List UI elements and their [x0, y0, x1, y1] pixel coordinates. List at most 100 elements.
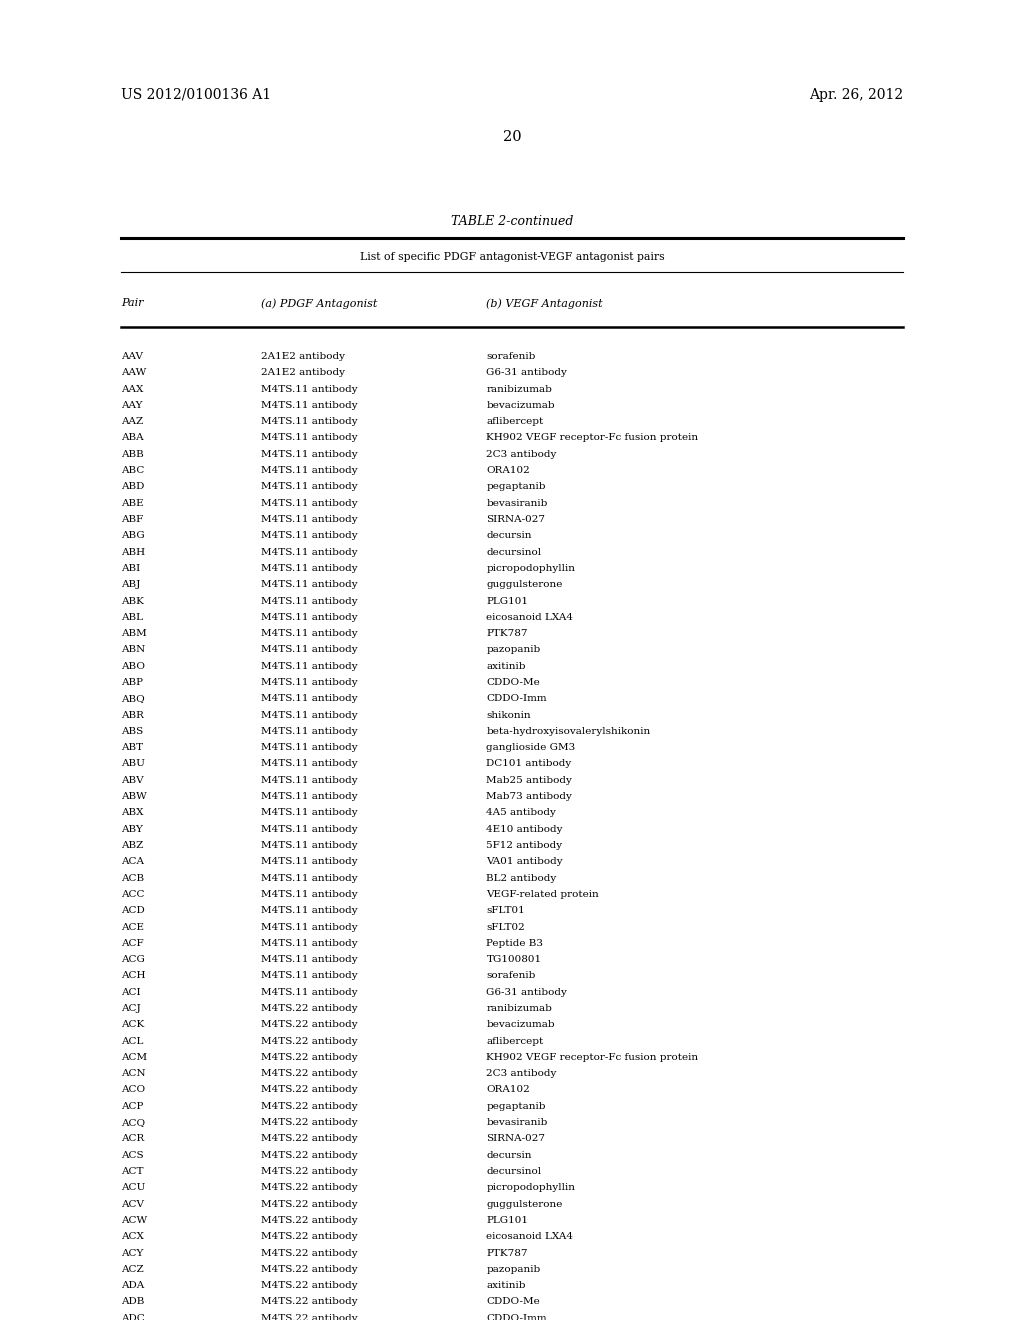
- Text: ACS: ACS: [121, 1151, 143, 1160]
- Text: ACE: ACE: [121, 923, 143, 932]
- Text: TG100801: TG100801: [486, 956, 542, 964]
- Text: sorafenib: sorafenib: [486, 352, 536, 360]
- Text: M4TS.11 antibody: M4TS.11 antibody: [261, 450, 357, 459]
- Text: AAY: AAY: [121, 401, 142, 411]
- Text: M4TS.22 antibody: M4TS.22 antibody: [261, 1200, 357, 1209]
- Text: M4TS.11 antibody: M4TS.11 antibody: [261, 890, 357, 899]
- Text: ACT: ACT: [121, 1167, 143, 1176]
- Text: AAX: AAX: [121, 384, 143, 393]
- Text: ABY: ABY: [121, 825, 142, 834]
- Text: axitinib: axitinib: [486, 1282, 526, 1290]
- Text: ADA: ADA: [121, 1282, 144, 1290]
- Text: M4TS.11 antibody: M4TS.11 antibody: [261, 939, 357, 948]
- Text: ACU: ACU: [121, 1183, 145, 1192]
- Text: M4TS.11 antibody: M4TS.11 antibody: [261, 956, 357, 964]
- Text: ganglioside GM3: ganglioside GM3: [486, 743, 575, 752]
- Text: M4TS.11 antibody: M4TS.11 antibody: [261, 499, 357, 508]
- Text: M4TS.22 antibody: M4TS.22 antibody: [261, 1151, 357, 1160]
- Text: M4TS.11 antibody: M4TS.11 antibody: [261, 972, 357, 981]
- Text: ACW: ACW: [121, 1216, 147, 1225]
- Text: M4TS.11 antibody: M4TS.11 antibody: [261, 612, 357, 622]
- Text: M4TS.11 antibody: M4TS.11 antibody: [261, 466, 357, 475]
- Text: ACO: ACO: [121, 1085, 145, 1094]
- Text: M4TS.11 antibody: M4TS.11 antibody: [261, 417, 357, 426]
- Text: M4TS.11 antibody: M4TS.11 antibody: [261, 531, 357, 540]
- Text: ACF: ACF: [121, 939, 143, 948]
- Text: aflibercept: aflibercept: [486, 1036, 544, 1045]
- Text: 5F12 antibody: 5F12 antibody: [486, 841, 562, 850]
- Text: ACG: ACG: [121, 956, 144, 964]
- Text: ABM: ABM: [121, 630, 146, 638]
- Text: pegaptanib: pegaptanib: [486, 482, 546, 491]
- Text: AAZ: AAZ: [121, 417, 143, 426]
- Text: M4TS.22 antibody: M4TS.22 antibody: [261, 1232, 357, 1241]
- Text: pazopanib: pazopanib: [486, 645, 541, 655]
- Text: ACP: ACP: [121, 1102, 143, 1111]
- Text: M4TS.22 antibody: M4TS.22 antibody: [261, 1020, 357, 1030]
- Text: M4TS.11 antibody: M4TS.11 antibody: [261, 678, 357, 686]
- Text: guggulsterone: guggulsterone: [486, 1200, 563, 1209]
- Text: ACJ: ACJ: [121, 1005, 140, 1012]
- Text: ABW: ABW: [121, 792, 146, 801]
- Text: M4TS.11 antibody: M4TS.11 antibody: [261, 482, 357, 491]
- Text: M4TS.22 antibody: M4TS.22 antibody: [261, 1298, 357, 1307]
- Text: M4TS.11 antibody: M4TS.11 antibody: [261, 907, 357, 915]
- Text: KH902 VEGF receptor-Fc fusion protein: KH902 VEGF receptor-Fc fusion protein: [486, 433, 698, 442]
- Text: SIRNA-027: SIRNA-027: [486, 515, 546, 524]
- Text: M4TS.22 antibody: M4TS.22 antibody: [261, 1313, 357, 1320]
- Text: ABI: ABI: [121, 564, 140, 573]
- Text: ACI: ACI: [121, 987, 140, 997]
- Text: bevacizumab: bevacizumab: [486, 1020, 555, 1030]
- Text: ABN: ABN: [121, 645, 145, 655]
- Text: List of specific PDGF antagonist-VEGF antagonist pairs: List of specific PDGF antagonist-VEGF an…: [359, 252, 665, 261]
- Text: pegaptanib: pegaptanib: [486, 1102, 546, 1111]
- Text: TABLE 2-continued: TABLE 2-continued: [451, 215, 573, 228]
- Text: ADC: ADC: [121, 1313, 144, 1320]
- Text: ABO: ABO: [121, 661, 144, 671]
- Text: picropodophyllin: picropodophyllin: [486, 564, 575, 573]
- Text: ACD: ACD: [121, 907, 144, 915]
- Text: ABG: ABG: [121, 531, 144, 540]
- Text: CDDO-Imm: CDDO-Imm: [486, 1313, 547, 1320]
- Text: Peptide B3: Peptide B3: [486, 939, 544, 948]
- Text: M4TS.22 antibody: M4TS.22 antibody: [261, 1134, 357, 1143]
- Text: M4TS.11 antibody: M4TS.11 antibody: [261, 874, 357, 883]
- Text: M4TS.11 antibody: M4TS.11 antibody: [261, 564, 357, 573]
- Text: SIRNA-027: SIRNA-027: [486, 1134, 546, 1143]
- Text: Mab73 antibody: Mab73 antibody: [486, 792, 572, 801]
- Text: axitinib: axitinib: [486, 661, 526, 671]
- Text: M4TS.11 antibody: M4TS.11 antibody: [261, 825, 357, 834]
- Text: ORA102: ORA102: [486, 466, 530, 475]
- Text: ORA102: ORA102: [486, 1085, 530, 1094]
- Text: AAV: AAV: [121, 352, 142, 360]
- Text: ACR: ACR: [121, 1134, 144, 1143]
- Text: KH902 VEGF receptor-Fc fusion protein: KH902 VEGF receptor-Fc fusion protein: [486, 1053, 698, 1061]
- Text: 2A1E2 antibody: 2A1E2 antibody: [261, 368, 345, 378]
- Text: M4TS.22 antibody: M4TS.22 antibody: [261, 1183, 357, 1192]
- Text: M4TS.11 antibody: M4TS.11 antibody: [261, 548, 357, 557]
- Text: M4TS.11 antibody: M4TS.11 antibody: [261, 923, 357, 932]
- Text: ABS: ABS: [121, 727, 143, 737]
- Text: decursinol: decursinol: [486, 1167, 542, 1176]
- Text: M4TS.22 antibody: M4TS.22 antibody: [261, 1085, 357, 1094]
- Text: ACA: ACA: [121, 857, 143, 866]
- Text: ACK: ACK: [121, 1020, 144, 1030]
- Text: VEGF-related protein: VEGF-related protein: [486, 890, 599, 899]
- Text: ABV: ABV: [121, 776, 143, 785]
- Text: PTK787: PTK787: [486, 630, 528, 638]
- Text: M4TS.11 antibody: M4TS.11 antibody: [261, 630, 357, 638]
- Text: ACV: ACV: [121, 1200, 143, 1209]
- Text: M4TS.11 antibody: M4TS.11 antibody: [261, 808, 357, 817]
- Text: ABD: ABD: [121, 482, 144, 491]
- Text: 4A5 antibody: 4A5 antibody: [486, 808, 556, 817]
- Text: G6-31 antibody: G6-31 antibody: [486, 368, 567, 378]
- Text: ACB: ACB: [121, 874, 144, 883]
- Text: G6-31 antibody: G6-31 antibody: [486, 987, 567, 997]
- Text: M4TS.11 antibody: M4TS.11 antibody: [261, 661, 357, 671]
- Text: M4TS.11 antibody: M4TS.11 antibody: [261, 987, 357, 997]
- Text: M4TS.22 antibody: M4TS.22 antibody: [261, 1036, 357, 1045]
- Text: ABK: ABK: [121, 597, 143, 606]
- Text: M4TS.22 antibody: M4TS.22 antibody: [261, 1167, 357, 1176]
- Text: M4TS.11 antibody: M4TS.11 antibody: [261, 384, 357, 393]
- Text: ranibizumab: ranibizumab: [486, 1005, 552, 1012]
